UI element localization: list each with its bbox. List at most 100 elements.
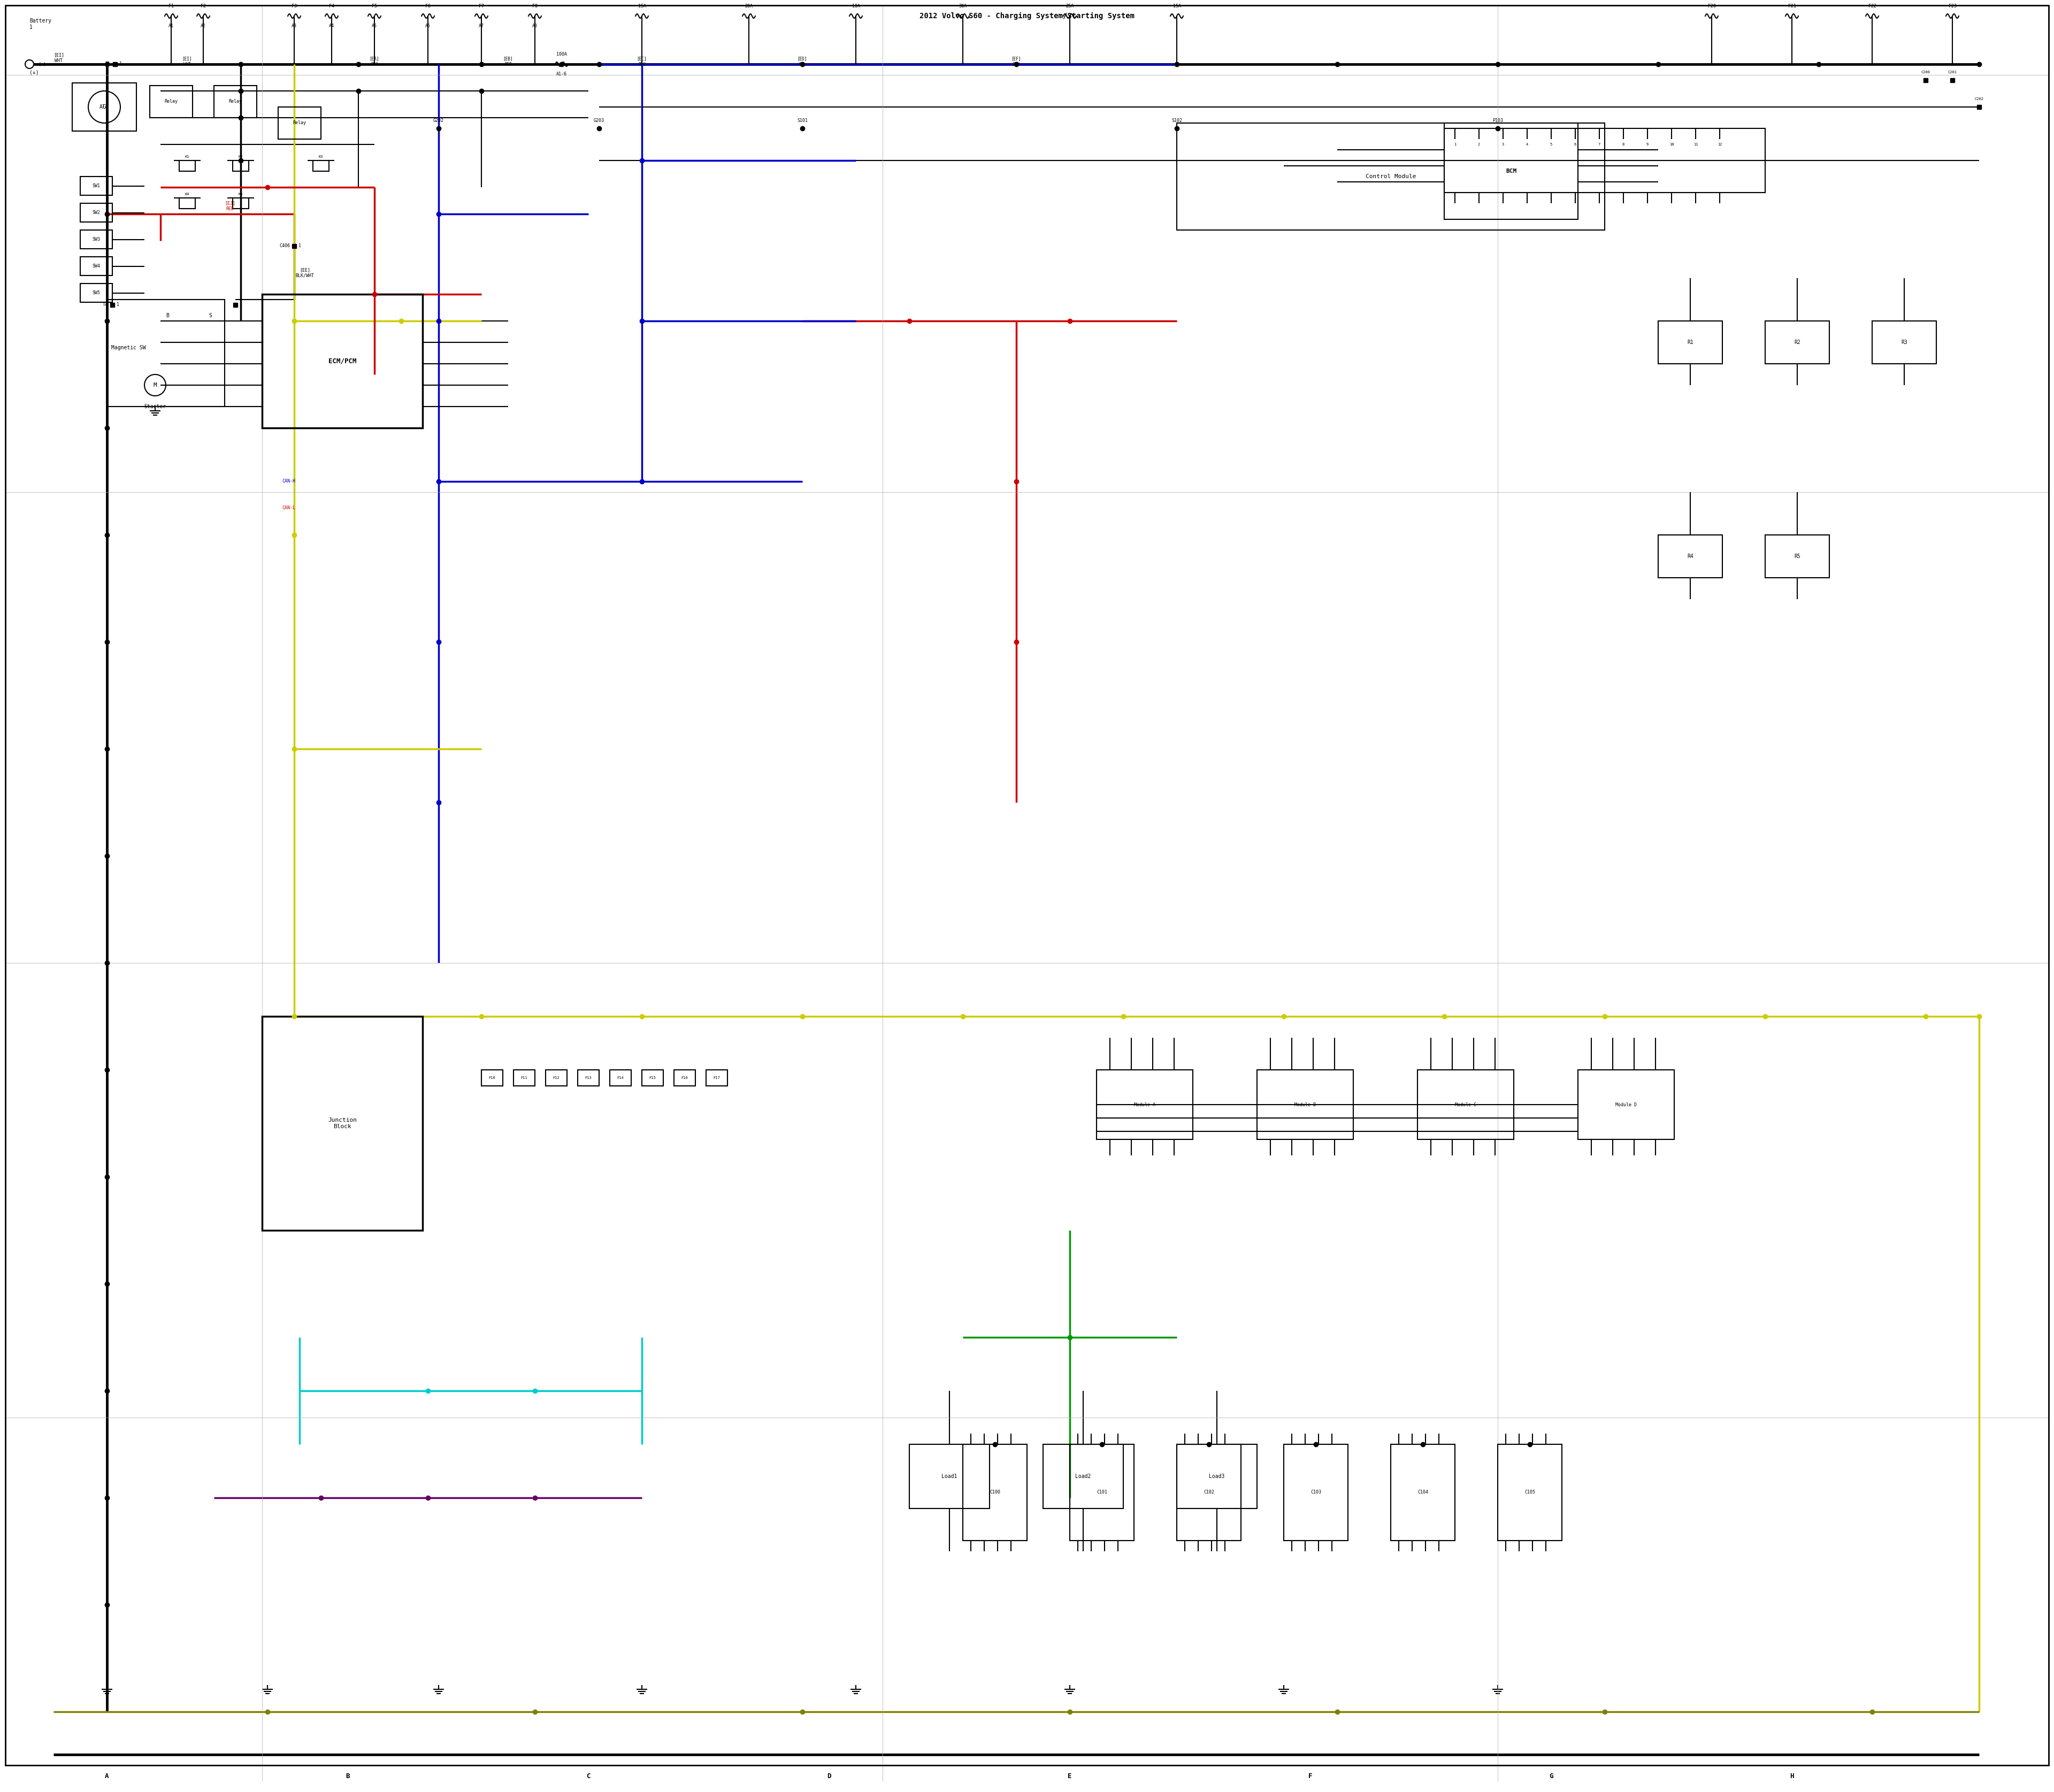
Text: CAN-H: CAN-H [281, 478, 296, 484]
Text: F8: F8 [532, 4, 538, 9]
Bar [514, 1070, 534, 1086]
Text: 1: 1 [298, 244, 302, 249]
Text: F23: F23 [1949, 4, 1955, 9]
Text: F6: F6 [425, 4, 431, 9]
Text: C103: C103 [1310, 1489, 1321, 1495]
Text: 100A: 100A [557, 52, 567, 57]
Text: Module C: Module C [1454, 1102, 1477, 1107]
Text: F10: F10 [489, 1077, 495, 1079]
Text: S102: S102 [1171, 118, 1183, 124]
Text: 8: 8 [1623, 143, 1625, 145]
Text: C100: C100 [990, 1489, 1000, 1495]
Bar [910, 1444, 990, 1509]
Text: K5: K5 [238, 192, 242, 195]
Text: [EI]
WHT: [EI] WHT [183, 56, 193, 66]
Text: 20A: 20A [746, 4, 754, 9]
Text: Module B: Module B [1294, 1102, 1317, 1107]
Text: F7: F7 [479, 4, 485, 9]
Bar [1871, 321, 1937, 364]
Text: SW3: SW3 [92, 237, 101, 242]
Bar [179, 197, 195, 208]
Bar [1043, 1444, 1124, 1509]
Text: F15: F15 [649, 1077, 655, 1079]
Text: Relay: Relay [228, 99, 242, 104]
Bar [113, 63, 117, 66]
Bar [72, 82, 136, 131]
Text: Relay: Relay [164, 99, 179, 104]
Bar [1444, 129, 1764, 192]
Text: [EA]
BLK: [EA] BLK [370, 56, 380, 66]
Text: A8: A8 [532, 23, 538, 29]
Text: F20: F20 [1707, 4, 1715, 9]
Text: Junction
Block: Junction Block [329, 1118, 357, 1129]
Text: H: H [1789, 1772, 1793, 1779]
Bar [1097, 1070, 1193, 1140]
Text: 10A: 10A [852, 4, 861, 9]
Text: F2: F2 [201, 4, 205, 9]
Text: K3: K3 [318, 156, 322, 158]
Bar [1949, 79, 1955, 82]
Bar [481, 1070, 503, 1086]
Text: [EC]
BLU: [EC] BLU [637, 56, 647, 66]
Text: R5: R5 [1793, 554, 1801, 559]
Bar [1976, 106, 1982, 109]
Bar [263, 294, 423, 428]
Text: ECM/PCM: ECM/PCM [329, 358, 357, 364]
Bar [577, 1070, 600, 1086]
Text: 10: 10 [1670, 143, 1674, 145]
Bar [80, 202, 113, 222]
Text: 12: 12 [1717, 143, 1721, 145]
Text: [EB]
RED: [EB] RED [503, 56, 514, 66]
Text: F22: F22 [1869, 4, 1875, 9]
Text: 25A: 25A [1066, 4, 1074, 9]
Text: 2: 2 [1477, 143, 1481, 145]
Text: C406: C406 [279, 244, 290, 249]
Bar [1444, 124, 1577, 219]
Bar [80, 177, 113, 195]
Text: 15A: 15A [639, 4, 645, 9]
Text: 3: 3 [1501, 143, 1504, 145]
Text: F: F [1308, 1772, 1313, 1779]
Text: K4: K4 [185, 192, 189, 195]
Text: F21: F21 [1787, 4, 1795, 9]
Text: A2: A2 [201, 23, 205, 29]
Text: Load2: Load2 [1076, 1473, 1091, 1478]
Text: B: B [345, 1772, 349, 1779]
Text: A6: A6 [425, 23, 431, 29]
Bar [1257, 1070, 1354, 1140]
Bar [1923, 79, 1929, 82]
Bar [546, 1070, 567, 1086]
Bar [1577, 1070, 1674, 1140]
Text: F5: F5 [372, 4, 378, 9]
Bar [1391, 1444, 1454, 1541]
Text: Module A: Module A [1134, 1102, 1154, 1107]
Text: Starter: Starter [144, 403, 166, 409]
Bar [674, 1070, 696, 1086]
Text: F3: F3 [292, 4, 298, 9]
Text: C: C [585, 1772, 589, 1779]
Text: Control Module: Control Module [1366, 174, 1415, 179]
Text: (+): (+) [37, 61, 45, 66]
Bar [1764, 536, 1830, 577]
Text: Relay: Relay [294, 120, 306, 125]
Text: B: B [166, 314, 168, 319]
Bar [80, 256, 113, 276]
Text: A3: A3 [292, 23, 298, 29]
Text: Module D: Module D [1614, 1102, 1637, 1107]
Bar [292, 244, 296, 249]
Bar [214, 86, 257, 118]
Bar [107, 299, 224, 407]
Bar [312, 161, 329, 172]
Bar [263, 1016, 423, 1231]
Text: P103: P103 [1493, 118, 1504, 124]
Text: F12: F12 [553, 1077, 559, 1079]
Text: Battery
1: Battery 1 [29, 18, 51, 30]
Text: D: D [828, 1772, 832, 1779]
Text: T1: T1 [105, 61, 111, 66]
Bar [1658, 321, 1723, 364]
Text: 1: 1 [117, 303, 119, 306]
Text: [EJ]
RED: [EJ] RED [224, 201, 236, 211]
Bar [232, 197, 249, 208]
Text: R2: R2 [1793, 340, 1801, 346]
Text: C201: C201 [1947, 70, 1957, 73]
